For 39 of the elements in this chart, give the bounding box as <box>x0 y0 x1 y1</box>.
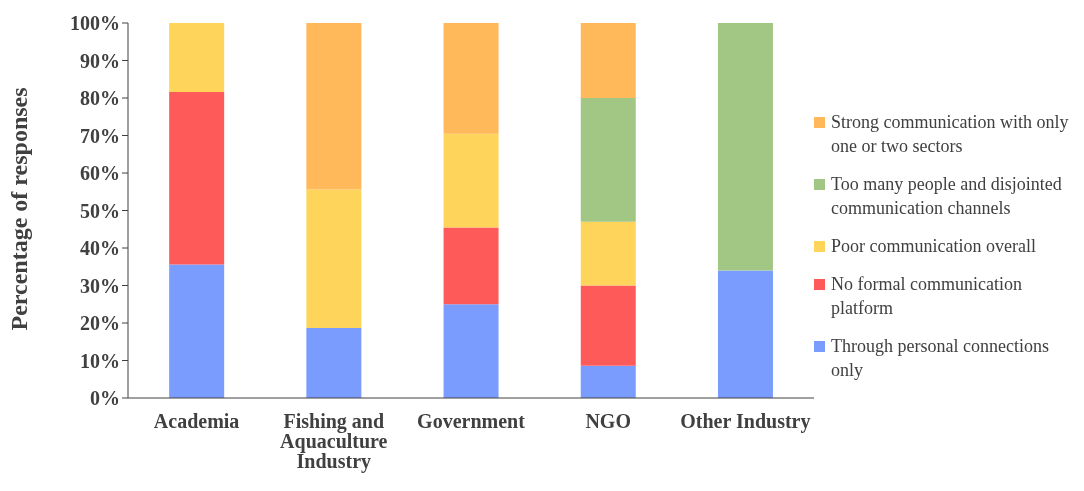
y-tick-label: 10% <box>80 349 120 372</box>
bar <box>580 285 636 366</box>
y-tick-label: 0% <box>90 387 120 410</box>
x-tick-label: NGO <box>585 410 631 433</box>
bar <box>443 133 499 228</box>
bar <box>443 23 499 134</box>
y-tick-label: 70% <box>80 124 120 147</box>
y-tick-label: 60% <box>80 162 120 185</box>
bar <box>306 189 362 328</box>
bar <box>580 23 636 98</box>
bar <box>580 365 636 398</box>
bar <box>306 23 362 190</box>
bar <box>580 98 636 222</box>
y-tick-label: 40% <box>80 237 120 260</box>
legend-label: Poor communication overall <box>831 234 1036 258</box>
bar <box>717 270 773 398</box>
bar <box>306 327 362 398</box>
bar <box>717 23 773 271</box>
y-tick-label: 30% <box>80 274 120 297</box>
y-axis-title: Percentage of responses <box>5 87 32 331</box>
y-tick-label: 50% <box>80 199 120 222</box>
bar <box>169 23 225 92</box>
x-tick-label: Government <box>417 410 526 433</box>
y-tick-label: 80% <box>80 87 120 110</box>
y-tick-label: 90% <box>80 49 120 72</box>
y-tick-label: 100% <box>70 12 120 35</box>
x-tick-label: Fishing and Aquaculture Industry <box>280 410 388 474</box>
bar <box>169 92 225 265</box>
bar <box>443 304 499 398</box>
legend-label: No formal communication platform <box>831 272 1023 320</box>
x-tick-label: Academia <box>153 410 240 433</box>
x-tick-label: Other Industry <box>680 410 811 434</box>
bar <box>443 227 499 305</box>
legend-label: Too many people and disjointed communication channels <box>831 172 1063 220</box>
y-tick-label: 20% <box>80 312 120 335</box>
legend-label: Strong communication with only one or two sectors <box>831 110 1070 158</box>
bar <box>580 221 636 286</box>
bar <box>169 264 225 398</box>
legend-label: Through personal connections only <box>831 334 1050 382</box>
